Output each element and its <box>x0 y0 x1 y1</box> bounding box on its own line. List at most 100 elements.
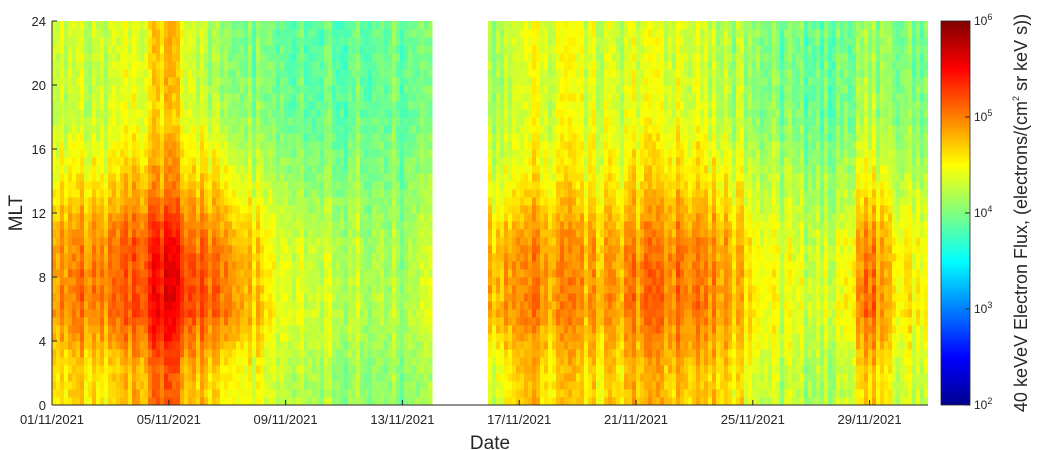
heatmap-cell <box>268 85 273 94</box>
heatmap-cell <box>192 253 197 262</box>
heatmap-cell <box>284 21 289 30</box>
heatmap-cell <box>488 349 493 358</box>
heatmap-cell <box>368 29 373 38</box>
heatmap-cell <box>280 333 285 342</box>
heatmap-cell <box>260 133 265 142</box>
heatmap-cell <box>324 397 329 405</box>
heatmap-cell <box>508 165 513 174</box>
heatmap-cell <box>188 125 193 134</box>
heatmap-cell <box>80 341 85 350</box>
heatmap-cell <box>520 93 525 102</box>
heatmap-cell <box>284 317 289 326</box>
heatmap-cell <box>292 277 297 286</box>
heatmap-cell <box>412 197 417 206</box>
heatmap-cell <box>320 141 325 150</box>
heatmap-cell <box>172 93 177 102</box>
heatmap-cell <box>116 221 121 230</box>
heatmap-cell <box>132 357 137 366</box>
heatmap-cell <box>196 149 201 158</box>
heatmap-cell <box>368 21 373 30</box>
heatmap-cell <box>228 205 233 214</box>
heatmap-cell <box>488 69 493 78</box>
heatmap-cell <box>400 277 405 286</box>
heatmap-cell <box>380 397 385 405</box>
heatmap-cell <box>372 77 377 86</box>
heatmap-cell <box>260 93 265 102</box>
heatmap-cell <box>428 309 433 318</box>
heatmap-cell <box>376 189 381 198</box>
heatmap-cell <box>384 293 389 302</box>
heatmap-cell <box>220 93 225 102</box>
heatmap-cell <box>92 133 97 142</box>
heatmap-cell <box>240 357 245 366</box>
heatmap-cell <box>120 29 125 38</box>
heatmap-cell <box>160 325 165 334</box>
heatmap-cell <box>512 45 517 54</box>
heatmap-cell <box>232 21 237 30</box>
heatmap-cell <box>332 229 337 238</box>
heatmap-cell <box>504 397 509 405</box>
heatmap-cell <box>412 181 417 190</box>
heatmap-cell <box>260 85 265 94</box>
heatmap-cell <box>224 61 229 70</box>
heatmap-cell <box>280 341 285 350</box>
heatmap-cell <box>328 237 333 246</box>
heatmap-cell <box>196 29 201 38</box>
heatmap-cell <box>168 61 173 70</box>
heatmap-cell <box>236 61 241 70</box>
heatmap-cell <box>252 269 257 278</box>
heatmap-cell <box>348 125 353 134</box>
heatmap-cell <box>172 117 177 126</box>
heatmap-cell <box>504 357 509 366</box>
heatmap-cell <box>296 237 301 246</box>
heatmap-cell <box>128 221 133 230</box>
heatmap-cell <box>368 285 373 294</box>
heatmap-cell <box>272 261 277 270</box>
heatmap-cell <box>120 173 125 182</box>
heatmap-cell <box>284 165 289 174</box>
heatmap-cell <box>208 301 213 310</box>
heatmap-cell <box>352 157 357 166</box>
heatmap-cell <box>240 45 245 54</box>
heatmap-cell <box>272 229 277 238</box>
heatmap-cell <box>488 93 493 102</box>
heatmap-cell <box>164 365 169 374</box>
heatmap-cell <box>232 317 237 326</box>
heatmap-cell <box>276 389 281 398</box>
heatmap-cell <box>332 69 337 78</box>
heatmap-cell <box>416 317 421 326</box>
heatmap-cell <box>376 157 381 166</box>
heatmap-cell <box>372 277 377 286</box>
heatmap-cell <box>236 285 241 294</box>
heatmap-cell <box>204 157 209 166</box>
heatmap-cell <box>168 53 173 62</box>
heatmap-cell <box>312 197 317 206</box>
heatmap-cell <box>424 93 429 102</box>
heatmap-cell <box>260 389 265 398</box>
heatmap-cell <box>296 285 301 294</box>
heatmap-cell <box>416 245 421 254</box>
heatmap-cell <box>124 213 129 222</box>
heatmap-cell <box>308 229 313 238</box>
heatmap-cell <box>200 189 205 198</box>
heatmap-cell <box>376 53 381 62</box>
heatmap-cell <box>512 61 517 70</box>
heatmap-cell <box>356 245 361 254</box>
heatmap-cell <box>328 101 333 110</box>
heatmap-cell <box>348 61 353 70</box>
heatmap-cell <box>208 45 213 54</box>
heatmap-cell <box>420 197 425 206</box>
heatmap-cell <box>520 85 525 94</box>
heatmap-cell <box>500 301 505 310</box>
heatmap-cell <box>416 117 421 126</box>
heatmap-cell <box>308 285 313 294</box>
heatmap-cell <box>212 237 217 246</box>
heatmap-cell <box>124 373 129 382</box>
heatmap-cell <box>124 141 129 150</box>
heatmap-cell <box>108 69 113 78</box>
heatmap-cell <box>420 93 425 102</box>
heatmap-cell <box>124 309 129 318</box>
heatmap-cell <box>240 341 245 350</box>
heatmap-cell <box>276 125 281 134</box>
heatmap-cell <box>364 357 369 366</box>
